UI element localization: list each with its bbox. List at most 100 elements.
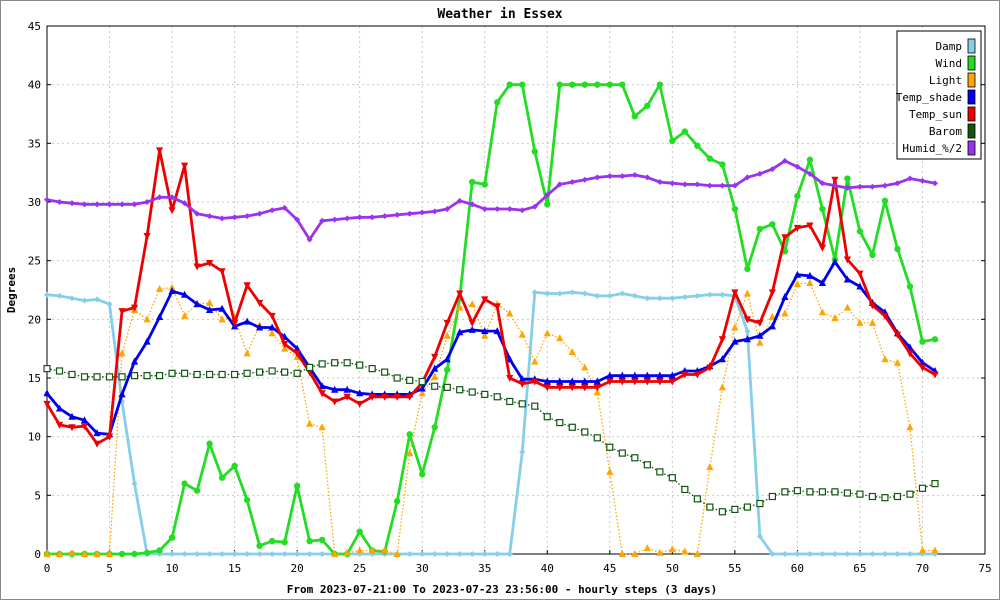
temp-shade-point	[718, 355, 726, 363]
wind-point	[181, 480, 188, 487]
light-point	[593, 388, 601, 396]
barom-point	[818, 488, 827, 496]
wind-point	[681, 128, 689, 135]
humid-2-point	[369, 214, 376, 221]
humid-2-point	[881, 182, 888, 189]
x-tick-label: 60	[791, 562, 804, 575]
x-tick-label: 10	[165, 562, 178, 575]
temp-shade-point	[768, 322, 776, 330]
temp-shade-point	[756, 331, 764, 339]
light-point	[856, 318, 864, 326]
wind-point	[193, 487, 201, 494]
temp-sun-point	[581, 384, 589, 392]
y-tick-label: 25	[28, 255, 41, 268]
x-tick-label: 30	[416, 562, 429, 575]
temp-sun-point	[606, 378, 614, 386]
damp-point	[581, 290, 588, 297]
temp-sun-point	[681, 371, 689, 379]
barom-point	[731, 505, 739, 514]
humid-2-point	[894, 180, 901, 187]
barom-point	[706, 503, 714, 511]
humid-2-point	[469, 201, 476, 208]
damp-point	[106, 301, 113, 308]
barom-point	[768, 492, 776, 501]
barom-point	[356, 361, 364, 369]
light-point	[68, 548, 76, 556]
humid-2-point	[69, 200, 76, 207]
x-tick-label: 0	[44, 562, 51, 575]
barom-point	[143, 372, 151, 380]
temp-shade-point	[806, 271, 814, 279]
humid-2-point	[219, 215, 226, 222]
humid-2-point	[119, 201, 126, 208]
humid-2-point	[706, 182, 713, 189]
temp-shade-point	[356, 389, 364, 397]
temp-shade-point	[93, 429, 101, 437]
wind-point	[544, 201, 551, 208]
temp-sun-point	[631, 378, 639, 386]
wind-point	[606, 81, 613, 88]
light-point	[543, 329, 551, 337]
x-tick-label: 35	[478, 562, 491, 575]
barom-point	[556, 418, 564, 427]
humid-2-point	[544, 191, 551, 198]
humid-2-point	[381, 213, 388, 220]
light-point	[306, 419, 314, 427]
light-point	[768, 312, 776, 320]
barom-point	[843, 489, 852, 497]
wind-point	[393, 498, 401, 505]
barom-point	[93, 373, 101, 381]
temp-sun-point	[80, 423, 89, 431]
damp-point	[131, 480, 138, 487]
light-point	[531, 357, 539, 365]
barom-point	[906, 490, 914, 498]
barom-point	[381, 368, 389, 376]
light-point	[868, 318, 877, 326]
temp-sun-point	[893, 331, 902, 339]
temp-shade-point	[318, 382, 326, 390]
legend-label-barom: Barom	[929, 125, 962, 138]
damp-point	[219, 551, 226, 557]
humid-2-point	[669, 180, 676, 187]
temp-shade-point	[468, 325, 476, 333]
temp-shade-line	[45, 260, 936, 436]
humid-2-point	[606, 173, 613, 180]
barom-point	[406, 376, 414, 384]
temp-sun-point	[843, 256, 852, 264]
temp-sun-point	[856, 270, 864, 278]
temp-shade-point	[118, 390, 126, 398]
damp-point	[481, 551, 488, 557]
x-axis-label: From 2023-07-21:00 To 2023-07-23 23:56:0…	[287, 583, 717, 596]
temp-sun-point	[431, 353, 439, 361]
chart-title: Weather in Essex	[437, 7, 562, 22]
temp-shade-point	[781, 293, 789, 301]
light-point	[706, 463, 714, 471]
temp-shade-point	[493, 327, 501, 335]
barom-point	[130, 372, 139, 380]
damp-point	[681, 294, 688, 301]
damp-point	[69, 295, 76, 302]
light-point	[656, 548, 664, 556]
light-point	[281, 344, 289, 352]
barom-point	[506, 397, 514, 406]
wind-point	[669, 137, 676, 145]
wind-point	[419, 471, 426, 478]
barom-point	[868, 492, 877, 501]
temp-shade-point	[668, 371, 676, 379]
barom-point	[368, 365, 376, 373]
humid-2-point	[781, 157, 788, 164]
humid-2-point	[294, 216, 301, 223]
light-point	[80, 550, 89, 557]
barom-point	[180, 369, 189, 377]
light-point	[155, 284, 164, 292]
temp-sun-point	[531, 378, 539, 386]
temp-shade-point	[656, 371, 664, 379]
temp-shade-point	[431, 364, 439, 372]
damp-point	[506, 551, 513, 557]
humid-2-point	[869, 183, 876, 190]
barom-point	[531, 402, 539, 410]
light-point	[843, 303, 852, 311]
wind-point	[581, 81, 588, 88]
temp-sun-point	[130, 304, 139, 312]
